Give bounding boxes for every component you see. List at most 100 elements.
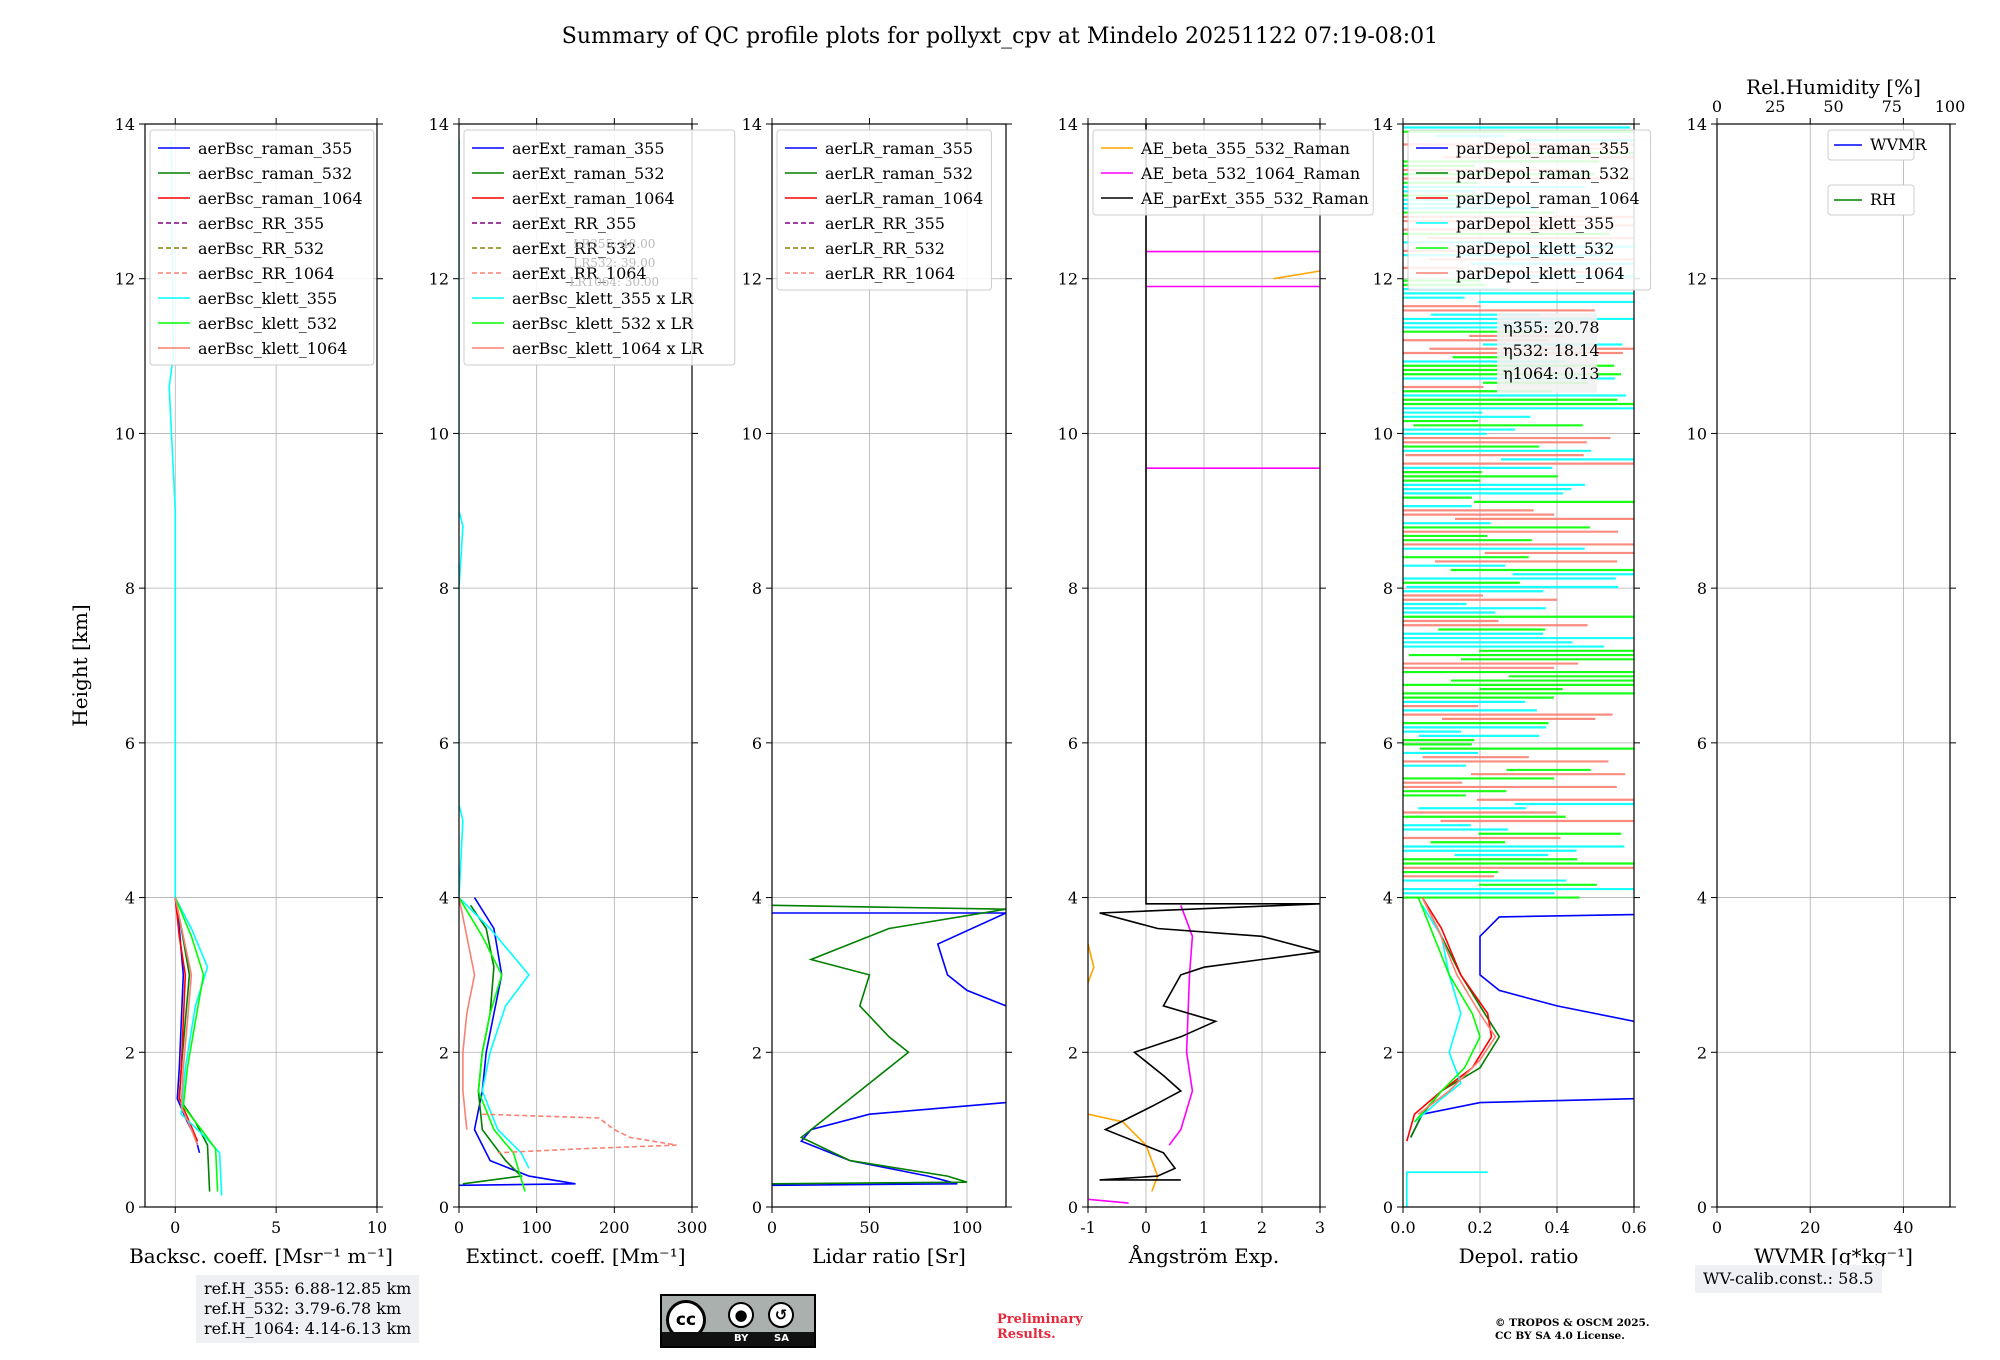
series-parDepol_raman_355_low [1409,1097,1634,1138]
legend-label: aerBsc_klett_355 x LR [512,289,694,308]
legend-box [1827,184,1915,216]
x-tick-label: 1 [1199,1218,1209,1237]
series-aerBsc_klett_355 [168,139,223,1196]
y-tick-label: 12 [1373,270,1393,289]
series-aerLR_raman_532 [772,904,1006,1185]
preliminary-line-2: Results. [997,1327,1056,1342]
figure-title: Summary of QC profile plots for pollyxt_… [562,24,1438,49]
legend-label: aerBsc_klett_1064 [198,339,347,358]
panel-3: 0 50 100 0 2 4 6 8 10 12 14 Lidar ratio [Sr] aerLR_r… [742,115,1012,1268]
legend-label: aerExt_RR_532 [512,239,636,258]
y-tick-label: 8 [1383,579,1393,598]
legend-box [463,129,736,366]
series-parDepol_raman_532 [1409,897,1501,1138]
ref-height-355: ref.H_355: 6.88-12.85 km [204,1279,412,1298]
x-tick-label: 100 [521,1218,552,1237]
series-aerExt_klett_532 [459,897,526,1192]
legend-label: WVMR [1870,135,1927,154]
legend-label: AE_parExt_355_532_Raman [1140,189,1369,208]
legend-label: parDepol_raman_1064 [1456,189,1640,208]
x-tick-label: 3 [1315,1218,1325,1237]
cc-badge-bar: BY SA [662,1332,814,1346]
series-parDepol_klett_355 [1413,904,1462,1123]
y-tick-label: 10 [115,424,135,443]
series-AE_beta_355_532_Raman_c [1273,270,1320,280]
x-axis-label: Ångström Exp. [1128,1243,1279,1268]
sa-share-alike-icon: ↺ [768,1302,794,1328]
copyright-line-2: CC BY SA 4.0 License. [1495,1330,1625,1342]
y-tick-label: 8 [752,579,762,598]
series-parDepol_raman_355 [1479,913,1634,1023]
legend-label: aerBsc_RR_1064 [198,264,334,283]
x-tick-label: 0 [1141,1218,1151,1237]
series-AE_parExt_355_532_Raman [1099,124,1320,1181]
secondary-x-tick-label: 25 [1765,97,1785,116]
legend-label: AE_beta_355_532_Raman [1140,139,1350,158]
y-tick-label: 0 [1697,1198,1707,1217]
legend-label: aerLR_raman_532 [825,164,973,183]
series-aerLR_raman_355 [772,912,1006,1007]
x-tick-label: -1 [1080,1218,1096,1237]
y-tick-label: 4 [125,889,135,908]
series-aerExt_raman_355 [459,897,576,1187]
copyright-line-1: © TROPOS & OSCM 2025. [1495,1317,1650,1329]
y-tick-label: 14 [1058,115,1078,134]
x-tick-label: 100 [952,1218,983,1237]
ref-height-532: ref.H_532: 3.79-6.78 km [204,1299,402,1318]
axes-frame [458,123,693,1208]
plot-area [772,904,1006,1187]
x-tick-label: 0 [170,1218,180,1237]
ref-height-1064: ref.H_1064: 4.14-6.13 km [204,1319,412,1338]
x-axis-label: WVMR [g*kg⁻¹] [1754,1244,1913,1268]
reference-heights-box: ref.H_355: 6.88-12.85 km ref.H_532: 3.79… [196,1275,420,1343]
x-tick-label: 0.0 [1390,1218,1415,1237]
y-tick-label: 14 [742,115,762,134]
y-tick-label: 6 [1068,734,1078,753]
x-axis-label: Backsc. coeff. [Msr⁻¹ m⁻¹] [129,1244,393,1268]
y-tick-label: 0 [439,1198,449,1217]
y-tick-label: 10 [1058,424,1078,443]
by-person-icon: ● [728,1302,754,1328]
x-tick-label: 0.4 [1544,1218,1569,1237]
x-axis-label: Depol. ratio [1459,1244,1579,1268]
legend-label: aerBsc_raman_355 [198,139,352,158]
x-tick-label: 20 [1800,1218,1820,1237]
y-tick-label: 12 [115,270,135,289]
y-tick-label: 2 [125,1043,135,1062]
preliminary-results-note: Preliminary Results. [997,1312,1083,1342]
y-tick-label: 8 [1068,579,1078,598]
cc-by-label: BY [734,1333,749,1344]
legend-label: aerLR_RR_355 [825,214,945,233]
y-tick-label: 14 [1373,115,1393,134]
y-tick-label: 4 [1697,889,1707,908]
secondary-x-tick-label: 100 [1935,97,1966,116]
y-tick-label: 8 [1697,579,1707,598]
legend-label: aerLR_RR_1064 [825,264,955,283]
secondary-x-tick-label: 75 [1882,97,1902,116]
y-tick-label: 6 [752,734,762,753]
series-parDepol_klett_355_low [1406,1171,1488,1207]
legend-label: aerBsc_raman_532 [198,164,352,183]
legend-box [1827,129,1915,161]
y-tick-label: 0 [1383,1198,1393,1217]
y-tick-label: 8 [125,579,135,598]
series-parDepol_klett_532 [1413,897,1481,1123]
secondary-x-tick-label: 50 [1823,97,1843,116]
series-aerBsc_klett_1064 [174,897,199,1146]
x-tick-label: 200 [599,1218,630,1237]
legend-label: aerExt_RR_355 [512,214,636,233]
y-tick-label: 0 [125,1198,135,1217]
legend-box [776,129,992,291]
plot-area [1088,124,1320,1204]
copyright-note: © TROPOS & OSCM 2025. CC BY SA 4.0 Licen… [1495,1317,1650,1343]
y-tick-label: 14 [115,115,135,134]
wv-calibration-box: WV-calib.const.: 58.5 [1695,1265,1882,1293]
axes-frame [1716,123,1951,1208]
y-tick-label: 12 [1058,270,1078,289]
legend-label: aerBsc_klett_1064 x LR [512,339,704,358]
y-tick-label: 4 [752,889,762,908]
y-tick-label: 4 [1068,889,1078,908]
legend-label: aerExt_raman_532 [512,164,665,183]
annotation-box [1497,312,1598,393]
